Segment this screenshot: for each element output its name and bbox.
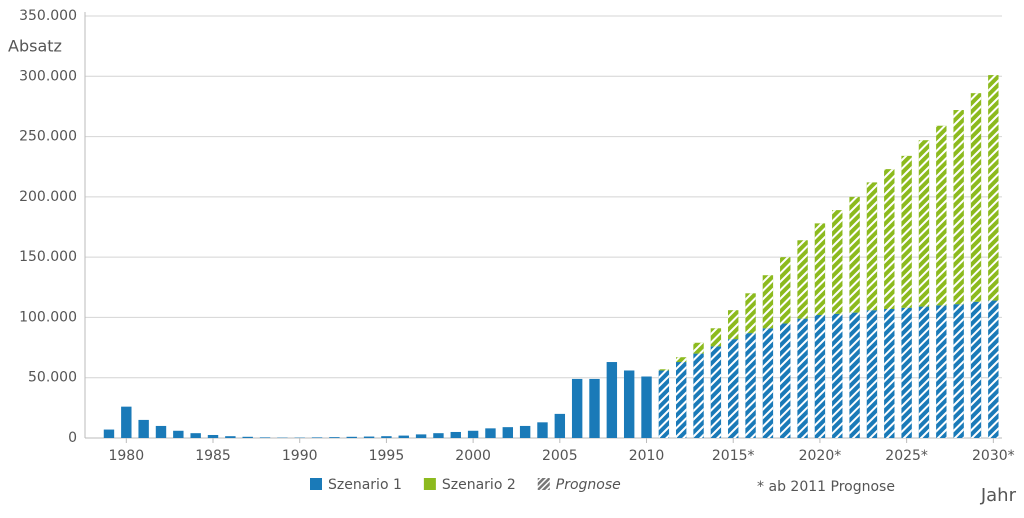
- hatch: [988, 300, 999, 438]
- bar: [363, 436, 375, 438]
- hatch: [797, 240, 808, 319]
- hatch: [884, 308, 895, 438]
- bar: [173, 430, 184, 438]
- hatch: [814, 223, 826, 316]
- hatch: [814, 315, 826, 438]
- bar: [467, 430, 479, 438]
- x-tick-label: 2025*: [885, 448, 928, 464]
- bar: [641, 376, 652, 438]
- bar: [415, 434, 427, 438]
- legend-swatch: [423, 478, 436, 490]
- y-tick-label: 150.000: [19, 249, 77, 265]
- bar: [138, 419, 149, 438]
- bar: [155, 425, 167, 438]
- hatch: [762, 275, 774, 329]
- bar: [190, 433, 201, 438]
- y-tick-label: 300.000: [19, 68, 77, 84]
- hatch: [780, 323, 791, 438]
- x-tick-label: 2000: [455, 448, 491, 464]
- bar: [346, 436, 357, 438]
- bar: [502, 427, 514, 438]
- hatch: [884, 169, 895, 309]
- legend-swatch: [537, 478, 550, 490]
- note: * ab 2011 Prognose: [757, 479, 895, 495]
- hatch: [866, 182, 878, 311]
- hatch: [676, 362, 687, 438]
- hatch: [797, 318, 808, 438]
- hatch: [728, 339, 739, 438]
- bar: [329, 437, 340, 438]
- y-tick-label: 50.000: [28, 370, 77, 386]
- bar: [606, 362, 618, 438]
- bar: [571, 378, 583, 438]
- hatch: [866, 310, 878, 438]
- hatch: [988, 75, 999, 301]
- y-axis-label: Absatz: [8, 37, 62, 56]
- hatch: [710, 328, 722, 347]
- bar: [242, 436, 253, 438]
- hatch: [953, 110, 964, 305]
- hatch: [693, 342, 704, 354]
- hatch: [693, 353, 704, 438]
- x-tick-label: 1980: [108, 448, 144, 464]
- x-axis-label: Jahr: [980, 485, 1017, 506]
- hatch: [901, 307, 912, 438]
- bar: [207, 434, 219, 438]
- hatch: [832, 210, 843, 314]
- bar: [450, 431, 461, 438]
- y-tick-label: 100.000: [19, 309, 77, 325]
- hatch: [918, 306, 930, 438]
- bar: [623, 370, 635, 438]
- hatch: [745, 333, 756, 438]
- hatch: [832, 313, 843, 438]
- hatch: [658, 369, 670, 371]
- hatch: [936, 125, 947, 306]
- hatch: [849, 196, 860, 313]
- bar: [225, 436, 236, 438]
- y-tick-label: 350.000: [19, 8, 77, 24]
- bar: [554, 413, 566, 438]
- bar: [121, 406, 132, 438]
- bar: [519, 425, 531, 438]
- y-tick-label: 250.000: [19, 129, 77, 145]
- legend-swatch: [310, 478, 322, 490]
- x-tick-label: 2030*: [972, 448, 1015, 464]
- bar: [398, 435, 409, 438]
- hatch: [970, 301, 982, 438]
- legend-label: Szenario 1: [328, 477, 402, 493]
- hatch: [762, 328, 774, 438]
- x-tick-label: 2010: [629, 448, 665, 464]
- bar: [103, 429, 115, 438]
- x-tick-label: 2020*: [799, 448, 842, 464]
- legend-label: Szenario 2: [442, 477, 516, 493]
- hatch: [710, 346, 722, 438]
- bar: [589, 378, 600, 438]
- bar: [311, 437, 323, 438]
- bar: [381, 436, 392, 438]
- y-tick-label: 200.000: [19, 189, 77, 205]
- x-tick-label: 2005: [542, 448, 578, 464]
- hatch: [918, 140, 930, 307]
- hatch: [676, 357, 687, 363]
- hatch: [953, 304, 964, 438]
- hatch: [901, 155, 912, 308]
- x-tick-label: 1990: [282, 448, 318, 464]
- bar: [485, 428, 496, 438]
- bar: [259, 437, 271, 438]
- y-tick-label: 0: [68, 430, 77, 446]
- bar: [433, 433, 444, 438]
- hatch: [970, 93, 982, 302]
- legend-label: Prognose: [556, 477, 621, 493]
- hatch: [780, 257, 791, 324]
- hatch: [745, 293, 756, 334]
- hatch: [728, 310, 739, 340]
- x-tick-label: 1985: [195, 448, 231, 464]
- hatch: [658, 370, 670, 438]
- hatch: [936, 305, 947, 438]
- hatch: [849, 312, 860, 438]
- bar: [537, 422, 548, 438]
- x-tick-label: 1995: [369, 448, 405, 464]
- x-tick-label: 2015*: [712, 448, 755, 464]
